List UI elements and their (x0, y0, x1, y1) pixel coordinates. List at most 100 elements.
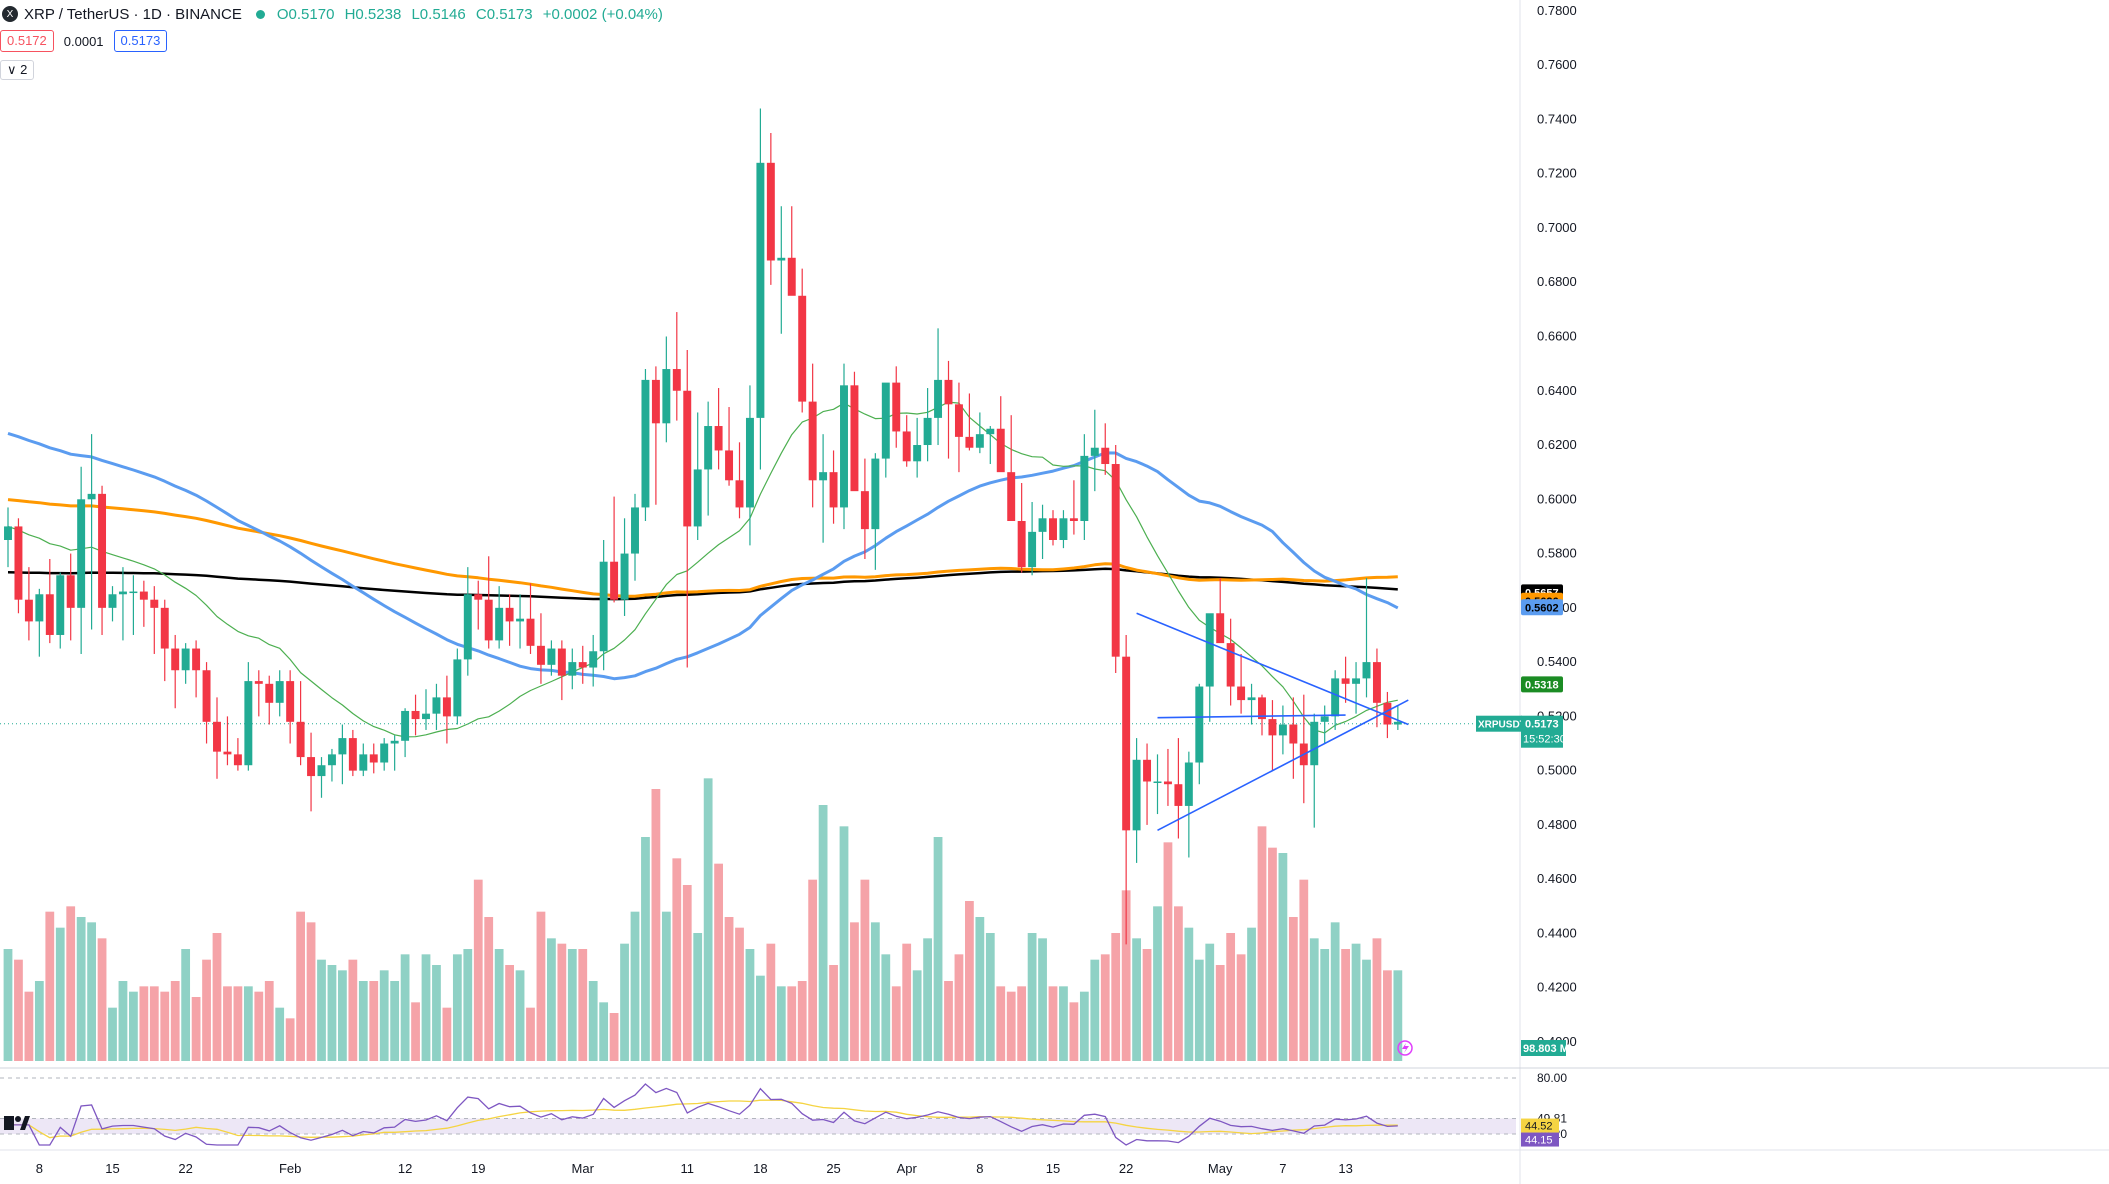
rsi-value-tag-bg (1521, 1132, 1559, 1147)
volume-label-bg (1521, 1040, 1566, 1056)
volume-bar (1048, 986, 1058, 1061)
volume-bar (703, 778, 713, 1061)
volume-bar (296, 911, 305, 1061)
time-tick-label: 19 (471, 1161, 485, 1176)
volume-bar (682, 885, 692, 1061)
price-tick-label: 0.4400 (1537, 925, 1577, 940)
volume-bar (724, 917, 734, 1061)
candle-down (944, 379, 953, 405)
candle-up (338, 738, 347, 755)
volume-bar (87, 922, 96, 1061)
time-tick-label: 25 (826, 1161, 840, 1176)
volume-bar (149, 986, 159, 1061)
candle-down (735, 480, 744, 508)
candle-up (1393, 721, 1402, 725)
volume-bar (1257, 826, 1267, 1061)
volume-bar (358, 981, 368, 1061)
candle-up (547, 648, 556, 665)
candle-down (254, 681, 263, 684)
candle-up (1195, 686, 1204, 763)
tv-logo-part (20, 1116, 30, 1130)
candle-up (317, 765, 326, 777)
volume-bar (400, 954, 410, 1061)
volume-bar (369, 981, 379, 1061)
candle-down (98, 493, 107, 608)
candle-up (380, 743, 389, 763)
volume-bar (620, 943, 629, 1061)
volume-bar (327, 965, 337, 1061)
candle-down (139, 591, 148, 600)
candle-down (192, 648, 201, 671)
candle-up (1132, 759, 1141, 831)
time-tick-label: 11 (681, 1161, 695, 1176)
volume-bar (881, 954, 891, 1061)
candle-down (202, 670, 211, 722)
volume-bar (965, 901, 974, 1061)
volume-bar (609, 1013, 619, 1061)
rsi-ma-tag-bg (1521, 1118, 1559, 1133)
candle-down (411, 710, 420, 720)
volume-bar (912, 970, 922, 1061)
volume-bar (1205, 943, 1215, 1061)
volume-bar (34, 981, 44, 1061)
candle-up (881, 382, 890, 459)
candle-down (1383, 702, 1392, 725)
volume-bar (348, 959, 358, 1061)
time-tick-label: 7 (1279, 1161, 1286, 1176)
volume-bar (557, 943, 567, 1061)
ma-blue-price-label-bg (1521, 599, 1563, 616)
volume-bar (996, 986, 1006, 1061)
candle-up (244, 681, 253, 766)
candle-up (1080, 455, 1089, 522)
price-tick-label: 0.5800 (1537, 546, 1577, 561)
candle-down (1017, 521, 1026, 568)
volume-bar (1100, 954, 1110, 1061)
volume-bar (902, 943, 912, 1061)
high-value: H0.5238 (344, 5, 402, 23)
price-tick-label: 0.7200 (1537, 166, 1577, 181)
candle-up (1310, 721, 1319, 766)
volume-bar (1153, 906, 1162, 1061)
time-tick-label: Apr (897, 1161, 918, 1176)
volume-bar (432, 965, 441, 1061)
candle-up (390, 740, 399, 744)
volume-bar (275, 1007, 285, 1061)
buy-button[interactable]: 0.5173 (113, 30, 168, 52)
volume-bar (1069, 1002, 1079, 1061)
candle-down (1122, 656, 1131, 831)
candle-up (568, 662, 577, 676)
candle-up (453, 659, 462, 717)
candle-down (651, 379, 660, 424)
candle-up (401, 710, 410, 741)
volume-bar (797, 981, 807, 1061)
volume-bar (808, 879, 818, 1061)
candle-down (474, 594, 483, 600)
candle-down (714, 426, 723, 451)
candle-down (610, 561, 619, 600)
candle-down (160, 607, 169, 649)
candle-down (672, 369, 681, 391)
ma-green-price-label-bg (1521, 676, 1563, 693)
candle-down (1226, 643, 1235, 687)
volume-bar (567, 949, 577, 1061)
sell-button[interactable]: 0.5172 (0, 30, 54, 52)
volume-bar (1132, 938, 1141, 1061)
candle-up (589, 651, 598, 668)
symbol-title[interactable]: XRP / TetherUS · 1D · BINANCE (24, 5, 242, 23)
volume-bar (118, 981, 128, 1061)
volume-bar (1372, 938, 1382, 1061)
candle-up (693, 469, 702, 527)
candle-up (934, 379, 943, 418)
candle-up (871, 458, 880, 530)
candle-down (1174, 784, 1183, 806)
candle-up (599, 561, 608, 652)
volume-bar (1027, 933, 1037, 1061)
candle-down (150, 599, 159, 608)
volume-bar (745, 949, 755, 1061)
indicators-toggle-button[interactable]: ∨ 2 (0, 60, 35, 80)
volume-bar (850, 922, 859, 1061)
xrp-logo-icon: X (2, 6, 18, 22)
change-value: +0.0002 (+0.04%) (542, 5, 663, 23)
volume-bar (599, 1002, 609, 1061)
